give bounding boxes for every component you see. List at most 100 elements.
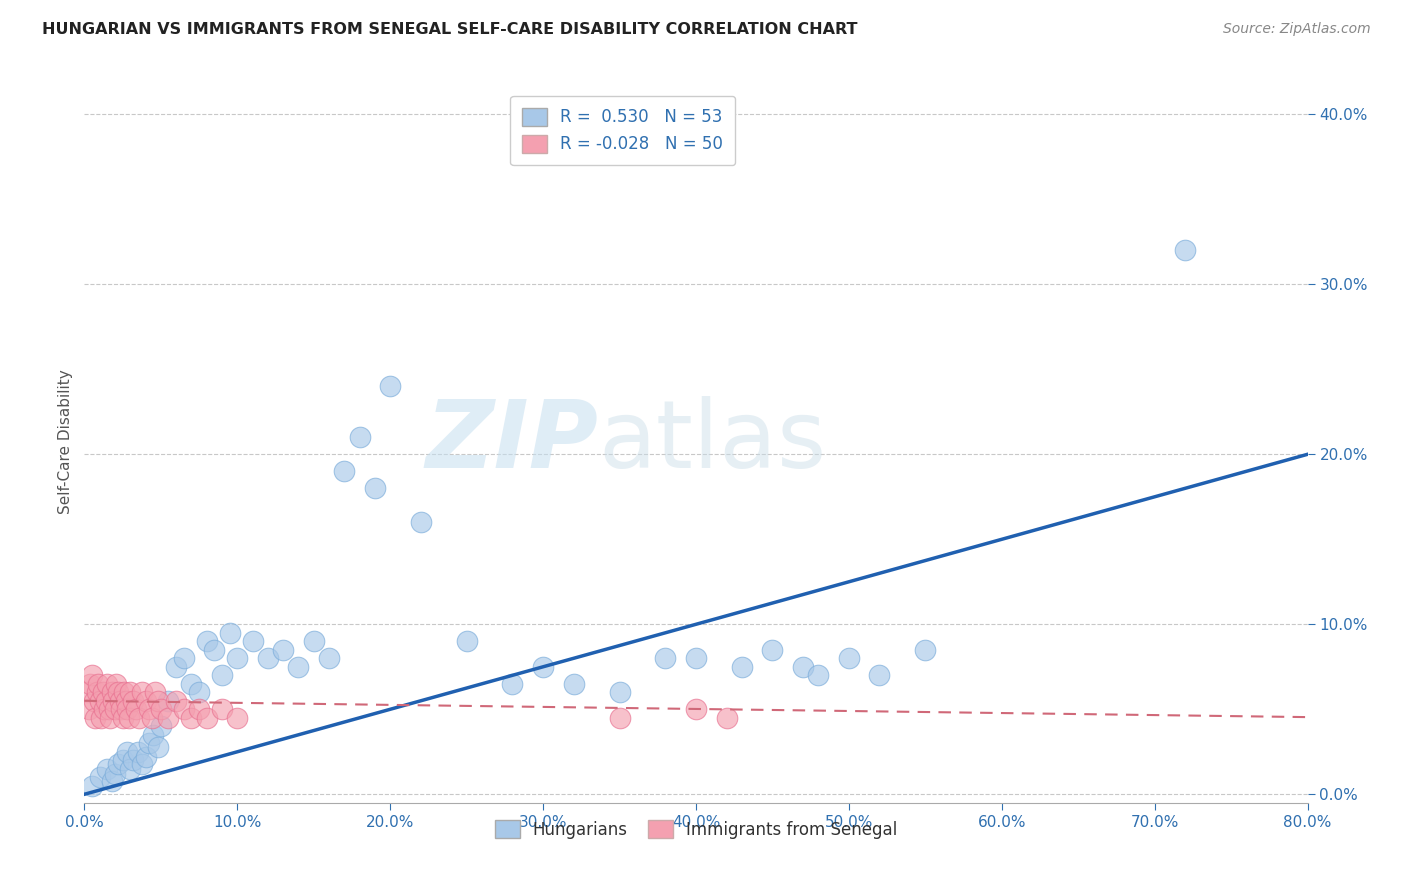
Point bbox=[83, 694, 105, 708]
Point bbox=[138, 736, 160, 750]
Point bbox=[188, 685, 211, 699]
Point bbox=[104, 767, 127, 781]
Point bbox=[122, 694, 145, 708]
Point bbox=[80, 779, 103, 793]
Point bbox=[271, 642, 294, 657]
Point bbox=[157, 711, 180, 725]
Point bbox=[838, 651, 860, 665]
Point bbox=[188, 702, 211, 716]
Point bbox=[502, 677, 524, 691]
Point bbox=[654, 651, 676, 665]
Point bbox=[120, 685, 142, 699]
Point bbox=[242, 634, 264, 648]
Text: HUNGARIAN VS IMMIGRANTS FROM SENEGAL SELF-CARE DISABILITY CORRELATION CHART: HUNGARIAN VS IMMIGRANTS FROM SENEGAL SEL… bbox=[42, 22, 858, 37]
Point bbox=[128, 711, 150, 725]
Point bbox=[609, 685, 631, 699]
Text: ZIP: ZIP bbox=[425, 395, 598, 488]
Point bbox=[115, 745, 138, 759]
Point bbox=[135, 694, 157, 708]
Point bbox=[685, 651, 707, 665]
Point bbox=[173, 651, 195, 665]
Point bbox=[146, 739, 169, 754]
Point bbox=[287, 660, 309, 674]
Point bbox=[211, 702, 233, 716]
Point bbox=[302, 634, 325, 648]
Point bbox=[96, 762, 118, 776]
Point bbox=[165, 660, 187, 674]
Point bbox=[87, 677, 110, 691]
Point bbox=[792, 660, 814, 674]
Point bbox=[101, 685, 124, 699]
Point bbox=[89, 770, 111, 784]
Point bbox=[114, 694, 136, 708]
Point bbox=[333, 464, 356, 478]
Point bbox=[98, 711, 121, 725]
Point bbox=[173, 702, 195, 716]
Point bbox=[364, 481, 387, 495]
Point bbox=[142, 728, 165, 742]
Point bbox=[531, 660, 554, 674]
Point bbox=[125, 702, 148, 716]
Point bbox=[180, 711, 202, 725]
Point bbox=[869, 668, 891, 682]
Point bbox=[103, 694, 125, 708]
Point bbox=[609, 711, 631, 725]
Point bbox=[149, 702, 172, 716]
Point bbox=[94, 694, 117, 708]
Point bbox=[226, 651, 249, 665]
Point bbox=[131, 685, 153, 699]
Point bbox=[120, 762, 142, 776]
Point bbox=[80, 668, 103, 682]
Point bbox=[685, 702, 707, 716]
Point bbox=[914, 642, 936, 657]
Point bbox=[91, 685, 114, 699]
Point bbox=[107, 685, 129, 699]
Point bbox=[107, 756, 129, 771]
Point bbox=[111, 753, 134, 767]
Point bbox=[318, 651, 340, 665]
Point bbox=[76, 685, 98, 699]
Text: atlas: atlas bbox=[598, 395, 827, 488]
Legend: Hungarians, Immigrants from Senegal: Hungarians, Immigrants from Senegal bbox=[485, 810, 907, 848]
Point bbox=[195, 634, 218, 648]
Point bbox=[761, 642, 783, 657]
Point bbox=[111, 711, 134, 725]
Point bbox=[90, 711, 112, 725]
Point bbox=[218, 625, 240, 640]
Y-axis label: Self-Care Disability: Self-Care Disability bbox=[58, 369, 73, 514]
Point bbox=[79, 677, 101, 691]
Point bbox=[122, 753, 145, 767]
Point bbox=[118, 711, 141, 725]
Point bbox=[108, 694, 131, 708]
Point bbox=[807, 668, 830, 682]
Point bbox=[101, 773, 124, 788]
Point bbox=[211, 668, 233, 682]
Point bbox=[731, 660, 754, 674]
Point bbox=[115, 702, 138, 716]
Point bbox=[202, 642, 225, 657]
Point bbox=[165, 694, 187, 708]
Point bbox=[127, 745, 149, 759]
Point bbox=[84, 711, 107, 725]
Point bbox=[110, 702, 132, 716]
Point bbox=[257, 651, 280, 665]
Point bbox=[562, 677, 585, 691]
Point bbox=[104, 702, 127, 716]
Text: Source: ZipAtlas.com: Source: ZipAtlas.com bbox=[1223, 22, 1371, 37]
Point bbox=[86, 685, 108, 699]
Point bbox=[149, 719, 172, 733]
Point bbox=[349, 430, 371, 444]
Point bbox=[143, 685, 166, 699]
Point bbox=[112, 685, 135, 699]
Point bbox=[226, 711, 249, 725]
Point bbox=[77, 702, 100, 716]
Point bbox=[131, 756, 153, 771]
Point bbox=[146, 694, 169, 708]
Point bbox=[409, 516, 432, 530]
Point bbox=[180, 677, 202, 691]
Point bbox=[135, 750, 157, 764]
Point bbox=[195, 711, 218, 725]
Point bbox=[157, 694, 180, 708]
Point bbox=[89, 694, 111, 708]
Point bbox=[456, 634, 478, 648]
